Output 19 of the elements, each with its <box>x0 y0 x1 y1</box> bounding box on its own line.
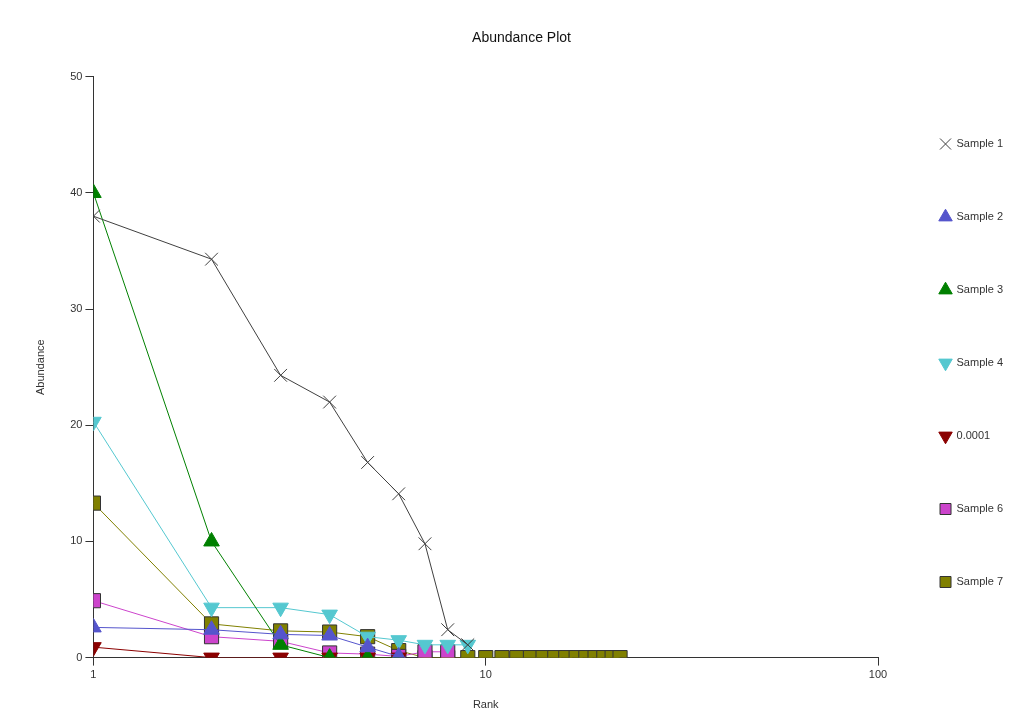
legend-label: Sample 1 <box>956 137 1004 150</box>
y-tick-label: 30 <box>70 302 83 315</box>
legend-label: Sample 3 <box>956 283 1004 296</box>
y-tick-label: 50 <box>70 69 83 82</box>
legend-label: Sample 7 <box>956 575 1004 588</box>
y-tick-label: 10 <box>70 534 83 547</box>
legend-label: Sample 2 <box>956 210 1004 223</box>
legend-label: Sample 6 <box>956 502 1004 515</box>
x-tick-label: 10 <box>479 668 492 681</box>
x-tick-label: 100 <box>868 668 888 681</box>
y-tick-label: 20 <box>70 418 83 431</box>
x-tick-label: 1 <box>90 668 97 681</box>
y-tick-label: 40 <box>70 185 83 198</box>
y-tick-label: 0 <box>76 650 83 663</box>
x-axis-title: Rank <box>472 698 500 711</box>
y-axis-title: Abundance <box>33 339 46 396</box>
legend-label: 0.0001 <box>956 429 991 442</box>
chart-title: Abundance Plot <box>472 29 572 46</box>
legend-label: Sample 4 <box>956 356 1004 369</box>
